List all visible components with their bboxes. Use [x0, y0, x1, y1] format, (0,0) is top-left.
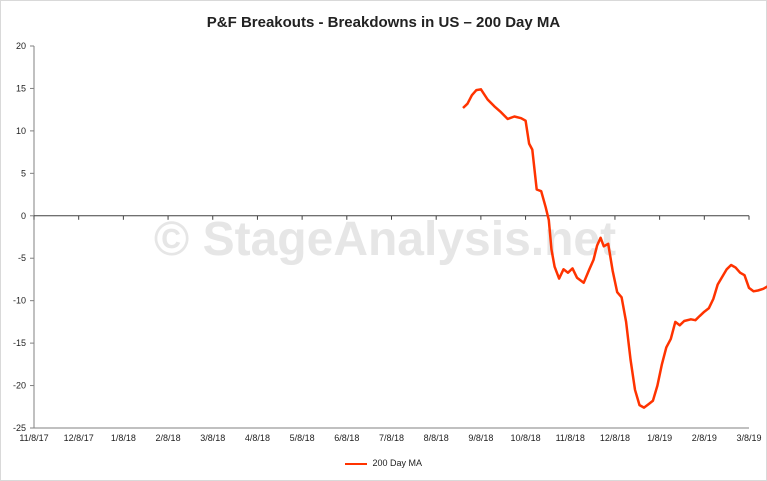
legend-swatch: [344, 462, 367, 465]
chart-title: P&F Breakouts - Breakdowns in US – 200 D…: [206, 14, 561, 31]
x-tick-label: 3/8/19: [736, 433, 761, 443]
x-tick-label: 1/8/18: [111, 433, 136, 443]
x-tick-label: 1/8/19: [647, 433, 672, 443]
x-tick-label: 7/8/18: [379, 433, 404, 443]
x-tick-label: 5/8/18: [290, 433, 315, 443]
y-tick-label: 15: [16, 83, 26, 93]
y-tick-label: -15: [13, 338, 26, 348]
x-tick-label: 11/8/17: [19, 433, 48, 443]
legend-label: 200 Day MA: [372, 458, 423, 468]
x-tick-label: 2/8/18: [156, 433, 181, 443]
x-tick-label: 12/8/17: [64, 433, 94, 443]
y-tick-label: -20: [13, 381, 26, 391]
x-tick-label: 6/8/18: [334, 433, 359, 443]
x-tick-label: 4/8/18: [245, 433, 270, 443]
y-tick-label: 0: [21, 211, 26, 221]
x-tick-label: 8/8/18: [424, 433, 449, 443]
y-tick-label: -25: [13, 423, 26, 433]
y-tick-label: -5: [18, 253, 26, 263]
x-tick-label: 12/8/18: [600, 433, 630, 443]
x-tick-label: 9/8/18: [468, 433, 493, 443]
x-tick-label: 3/8/18: [200, 433, 225, 443]
x-tick-label: 2/8/19: [692, 433, 717, 443]
series-line-200-day-ma: [462, 88, 767, 409]
chart-legend: 200 Day MA: [0, 458, 767, 468]
y-tick-label: -10: [13, 296, 26, 306]
y-tick-label: 20: [16, 41, 26, 51]
x-tick-label: 11/8/18: [556, 433, 585, 443]
x-tick-label: 10/8/18: [511, 433, 541, 443]
watermark-text: © StageAnalysis.net: [154, 213, 616, 266]
y-tick-label: 5: [21, 168, 26, 178]
y-tick-label: 10: [16, 126, 26, 136]
